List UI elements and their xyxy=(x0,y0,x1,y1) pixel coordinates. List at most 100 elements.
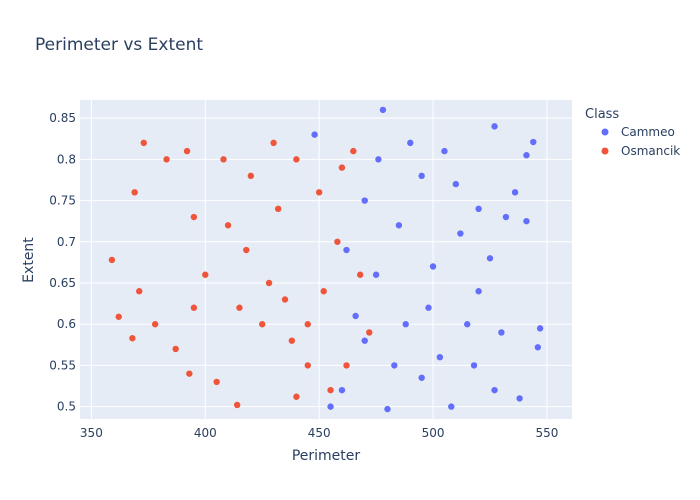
data-point-osmancik[interactable] xyxy=(151,321,159,328)
y-tick-label: 0.7 xyxy=(57,235,76,249)
data-point-osmancik[interactable] xyxy=(265,279,273,287)
data-point-osmancik[interactable] xyxy=(327,386,334,394)
legend-title: Class xyxy=(585,107,619,122)
data-point-cammeo[interactable] xyxy=(407,139,414,147)
legend-item-cammeo[interactable]: Cammeo xyxy=(601,125,675,139)
legend-item-osmancik[interactable]: Osmancik xyxy=(601,144,681,158)
data-point-osmancik[interactable] xyxy=(213,378,220,386)
data-points xyxy=(108,106,544,413)
data-point-osmancik[interactable] xyxy=(320,288,327,295)
data-point-cammeo[interactable] xyxy=(384,405,391,413)
data-point-cammeo[interactable] xyxy=(516,395,523,402)
y-axis-title: Extent xyxy=(21,237,37,283)
data-point-osmancik[interactable] xyxy=(247,172,255,180)
data-point-osmancik[interactable] xyxy=(315,189,323,196)
data-point-cammeo[interactable] xyxy=(452,180,460,188)
data-point-osmancik[interactable] xyxy=(233,401,241,409)
data-point-cammeo[interactable] xyxy=(361,197,368,204)
data-point-osmancik[interactable] xyxy=(356,271,364,278)
data-point-osmancik[interactable] xyxy=(131,189,138,196)
data-point-cammeo[interactable] xyxy=(530,138,537,146)
y-tick-label: 0.5 xyxy=(57,400,76,414)
data-point-osmancik[interactable] xyxy=(350,147,357,155)
data-point-osmancik[interactable] xyxy=(236,304,243,311)
data-point-cammeo[interactable] xyxy=(502,213,510,221)
series-osmancik xyxy=(108,139,373,409)
data-point-osmancik[interactable] xyxy=(259,321,266,328)
data-point-cammeo[interactable] xyxy=(395,222,403,229)
data-point-osmancik[interactable] xyxy=(338,164,346,171)
data-point-osmancik[interactable] xyxy=(274,205,282,213)
data-point-osmancik[interactable] xyxy=(224,222,232,229)
data-point-cammeo[interactable] xyxy=(511,189,519,196)
data-point-osmancik[interactable] xyxy=(190,304,198,311)
data-point-osmancik[interactable] xyxy=(304,321,311,328)
data-point-osmancik[interactable] xyxy=(115,313,122,320)
data-point-cammeo[interactable] xyxy=(402,321,409,328)
data-point-cammeo[interactable] xyxy=(441,147,448,155)
data-point-cammeo[interactable] xyxy=(523,152,530,159)
y-tick-label: 0.6 xyxy=(57,317,76,331)
data-point-cammeo[interactable] xyxy=(311,131,318,138)
data-point-osmancik[interactable] xyxy=(366,329,373,336)
legend-label-osmancik: Osmancik xyxy=(621,144,680,158)
data-point-cammeo[interactable] xyxy=(498,329,505,336)
data-point-cammeo[interactable] xyxy=(491,123,498,130)
data-point-cammeo[interactable] xyxy=(536,325,544,332)
data-point-osmancik[interactable] xyxy=(293,393,300,400)
data-point-osmancik[interactable] xyxy=(163,156,170,163)
data-point-osmancik[interactable] xyxy=(270,139,277,147)
data-point-cammeo[interactable] xyxy=(379,106,387,114)
data-point-cammeo[interactable] xyxy=(361,337,368,344)
data-point-osmancik[interactable] xyxy=(293,156,300,163)
x-tick-label: 450 xyxy=(308,426,331,440)
data-point-osmancik[interactable] xyxy=(343,362,350,369)
x-tick-label: 350 xyxy=(80,426,103,440)
data-point-osmancik[interactable] xyxy=(108,256,116,264)
data-point-cammeo[interactable] xyxy=(534,344,542,351)
data-point-cammeo[interactable] xyxy=(338,386,346,394)
data-point-cammeo[interactable] xyxy=(343,246,350,254)
data-point-osmancik[interactable] xyxy=(288,337,296,344)
data-point-cammeo[interactable] xyxy=(391,362,398,369)
series-cammeo xyxy=(311,106,544,413)
data-point-osmancik[interactable] xyxy=(186,370,193,377)
data-point-cammeo[interactable] xyxy=(327,403,334,410)
data-point-osmancik[interactable] xyxy=(183,147,191,155)
data-point-cammeo[interactable] xyxy=(470,362,478,369)
data-point-cammeo[interactable] xyxy=(418,374,425,381)
y-tick-label: 0.85 xyxy=(49,111,76,125)
data-point-cammeo[interactable] xyxy=(372,271,380,278)
data-point-osmancik[interactable] xyxy=(243,246,250,254)
data-point-cammeo[interactable] xyxy=(375,156,382,163)
legend-marker-osmancik xyxy=(601,147,609,155)
data-point-osmancik[interactable] xyxy=(172,345,179,353)
data-point-cammeo[interactable] xyxy=(436,353,444,361)
data-point-cammeo[interactable] xyxy=(457,230,464,237)
data-point-cammeo[interactable] xyxy=(448,403,455,410)
data-point-cammeo[interactable] xyxy=(475,288,482,295)
chart-title: Perimeter vs Extent xyxy=(35,35,203,55)
y-tick-label: 0.65 xyxy=(49,276,76,290)
data-point-osmancik[interactable] xyxy=(334,238,341,245)
data-point-cammeo[interactable] xyxy=(486,255,494,262)
data-point-osmancik[interactable] xyxy=(220,156,227,163)
data-point-cammeo[interactable] xyxy=(475,205,482,213)
data-point-osmancik[interactable] xyxy=(190,213,198,221)
data-point-osmancik[interactable] xyxy=(140,139,147,147)
y-tick-label: 0.75 xyxy=(49,194,76,208)
data-point-cammeo[interactable] xyxy=(464,321,471,328)
data-point-cammeo[interactable] xyxy=(523,217,530,225)
plot-background xyxy=(80,100,572,419)
data-point-cammeo[interactable] xyxy=(352,312,359,320)
data-point-cammeo[interactable] xyxy=(491,386,498,394)
data-point-osmancik[interactable] xyxy=(202,271,209,278)
y-tick-label: 0.8 xyxy=(57,152,76,166)
data-point-osmancik[interactable] xyxy=(304,362,311,369)
data-point-osmancik[interactable] xyxy=(281,296,289,303)
data-point-osmancik[interactable] xyxy=(136,288,143,295)
data-point-cammeo[interactable] xyxy=(429,263,437,270)
data-point-cammeo[interactable] xyxy=(418,172,425,180)
data-point-cammeo[interactable] xyxy=(425,304,432,311)
data-point-osmancik[interactable] xyxy=(129,335,136,342)
